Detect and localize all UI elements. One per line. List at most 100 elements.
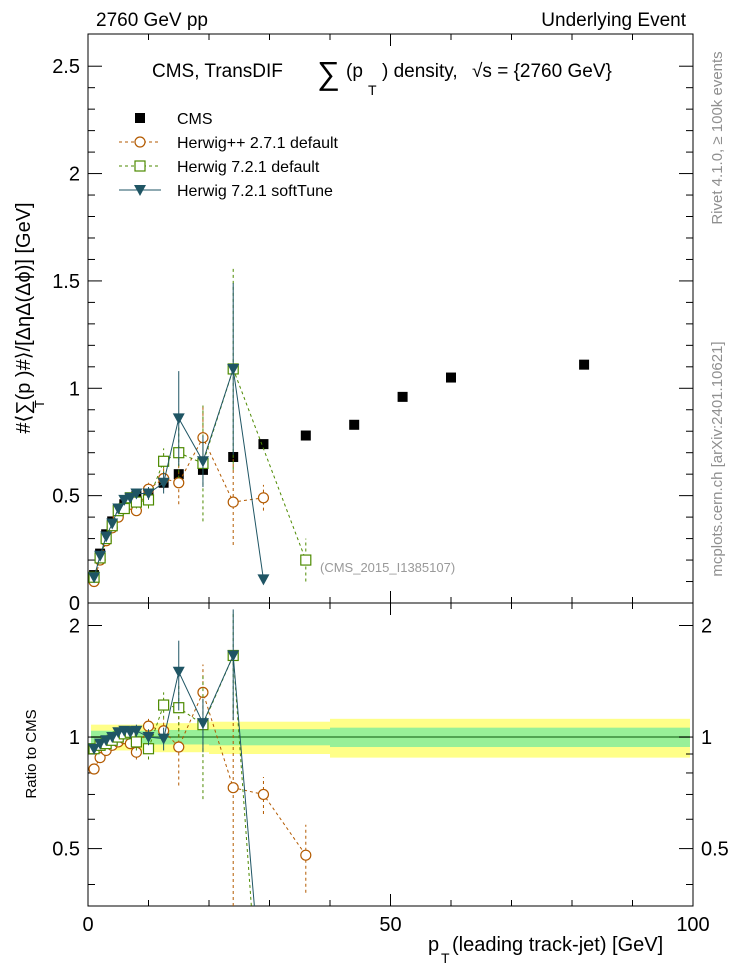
series-herwig-7-2-1-softtune (88, 609, 255, 907)
ratio-ylabel: Ratio to CMS (23, 709, 40, 798)
y-tick-label: 2 (69, 164, 80, 186)
main-series (88, 268, 590, 588)
legend-marker (135, 113, 145, 123)
series-herwig-7-2-1-softtune (88, 283, 270, 586)
xlabel-sub: T (441, 950, 450, 966)
data-point (349, 419, 360, 430)
legend-label: Herwig 7.2.1 default (177, 159, 320, 176)
y-tick-label: 1 (69, 378, 80, 400)
y-tick-label: 1.5 (52, 271, 80, 293)
title-sub: T (368, 82, 377, 98)
data-point (94, 752, 106, 764)
main-ylabel-sub: T (32, 400, 47, 408)
main-ylabel-text: #⟨∑(p )#⟩/[ΔηΔ(Δϕ)] [GeV] (13, 202, 35, 433)
legend-entry: CMS (135, 111, 213, 128)
data-point (172, 666, 185, 678)
ratio-y-tick-label: 0.5 (52, 839, 80, 861)
legend-entry: Herwig 7.2.1 default (119, 159, 320, 176)
mcplots-label: mcplots.cern.ch [arXiv:2401.10621] (709, 341, 726, 576)
data-point (300, 849, 312, 861)
data-point (100, 735, 113, 747)
data-point (446, 372, 456, 383)
data-point (106, 732, 119, 744)
data-point (227, 650, 240, 662)
main-axes: 0 0.5 1 1.5 2 2.5 (52, 34, 694, 615)
data-point (172, 413, 185, 425)
header-left: 2760 GeV pp (96, 10, 208, 31)
rivet-label: Rivet 4.1.0, ≥ 100k events (709, 51, 726, 224)
data-point (100, 531, 113, 543)
data-point (130, 488, 143, 500)
series-herwig-2-7-1-default (88, 664, 312, 906)
data-point (196, 718, 209, 730)
data-point (158, 699, 170, 711)
legend-label: CMS (177, 111, 213, 128)
data-point (300, 430, 311, 441)
xlabel-rest: (leading track-jet) [GeV] (452, 934, 663, 956)
data-point (227, 782, 239, 794)
data-point (197, 686, 209, 698)
data-point (157, 733, 170, 745)
series-line (93, 655, 255, 907)
data-point (124, 492, 137, 504)
legend: CMS Herwig++ 2.7.1 default Herwig 7.2.1 de… (119, 111, 339, 200)
data-point (257, 788, 270, 801)
ratio-y-tick-label: 1 (69, 727, 80, 749)
data-point (157, 477, 170, 489)
data-point (300, 554, 312, 566)
data-point (257, 492, 270, 504)
data-point (106, 518, 119, 530)
data-point (258, 439, 269, 450)
data-point (142, 732, 155, 744)
ratio-axes: 0 50 100 0.5 0.5 1 1 2 2 (52, 603, 729, 936)
legend-marker (134, 185, 146, 196)
data-point (112, 503, 125, 515)
legend-marker (134, 160, 146, 172)
data-point (130, 736, 142, 748)
header-right: Underlying Event (541, 10, 686, 31)
data-point (227, 363, 240, 375)
data-point (579, 359, 590, 370)
data-point (88, 743, 101, 755)
ratio-y-tick-label-right: 2 (701, 615, 712, 637)
legend-marker (134, 136, 146, 148)
data-point (88, 763, 100, 775)
data-point (397, 391, 408, 402)
ratio-y-tick-label-right: 1 (701, 727, 712, 749)
title-prefix: CMS, TransDIF (152, 61, 283, 82)
title-sum: ∑ (317, 55, 340, 91)
series-line (93, 655, 252, 907)
data-point (227, 496, 239, 508)
title-p: (p (346, 61, 363, 82)
legend-entry: Herwig++ 2.7.1 default (119, 135, 339, 152)
xlabel: p T (leading track-jet) [GeV] (428, 934, 663, 966)
data-point (173, 477, 185, 489)
data-point (94, 738, 107, 750)
data-point (173, 741, 185, 753)
ratio-series (88, 609, 312, 907)
legend-label: Herwig 7.2.1 softTune (177, 183, 333, 200)
data-point (196, 456, 209, 468)
data-point (257, 574, 270, 586)
plot-title: CMS, TransDIF ∑ (p T ) density, √s = {27… (152, 55, 612, 98)
data-point (130, 725, 143, 737)
x-tick-label: 100 (676, 914, 709, 936)
y-tick-label: 2.5 (52, 56, 80, 78)
title-suffix: ) density, (382, 61, 458, 82)
analysis-tag: (CMS_2015_I1385107) (320, 560, 455, 575)
data-point (158, 455, 170, 467)
series-herwig-7-2-1-default (88, 268, 312, 583)
ratio-y-tick-label-right: 0.5 (701, 839, 729, 861)
data-point (94, 550, 107, 562)
y-tick-label: 0.5 (52, 486, 80, 508)
title-sqrt: √s = {2760 GeV} (472, 61, 612, 82)
legend-label: Herwig++ 2.7.1 default (177, 135, 339, 152)
x-tick-label: 0 (82, 914, 93, 936)
legend-entry: Herwig 7.2.1 softTune (119, 183, 333, 200)
data-point (88, 572, 101, 584)
data-point (142, 488, 155, 500)
series-herwig-7-2-1-default (88, 613, 252, 907)
y-tick-label: 0 (69, 593, 80, 615)
main-ylabel: #⟨∑(p )#⟩/[ΔηΔ(Δϕ)] [GeV] T (13, 202, 47, 433)
